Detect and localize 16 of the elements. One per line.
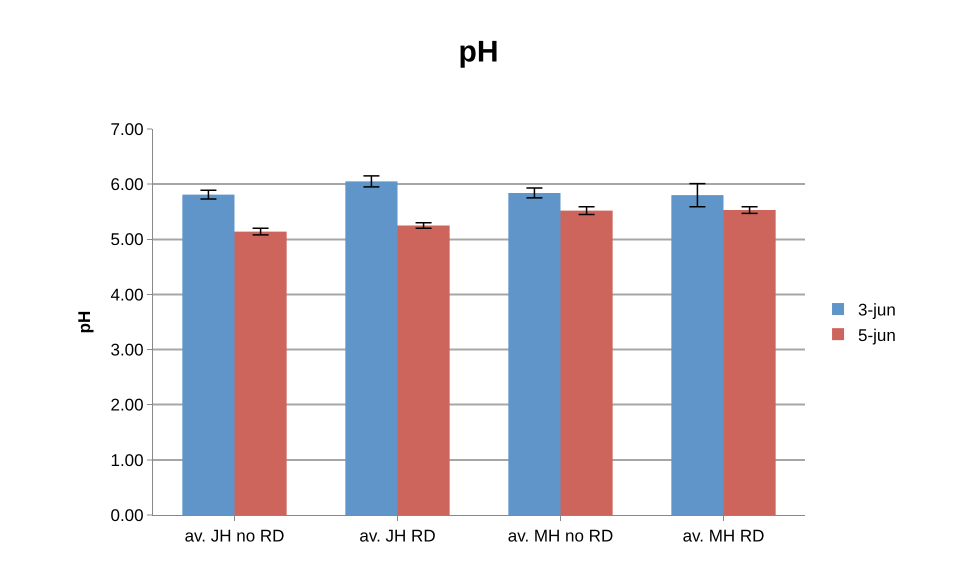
chart-title: pH: [458, 35, 498, 68]
legend-label: 3-jun: [858, 300, 896, 320]
y-tick-label: 7.00: [110, 120, 144, 139]
y-tick-label: 1.00: [110, 450, 144, 470]
y-tick-label: 4.00: [110, 285, 144, 304]
x-tick-label: av. MH RD: [682, 526, 764, 546]
x-tick-label: av. MH no RD: [508, 526, 614, 546]
y-tick-label: 0.00: [110, 506, 144, 525]
x-tick-label: av. JH no RD: [184, 526, 284, 546]
y-tick-label: 5.00: [110, 230, 144, 250]
legend-label: 5-jun: [858, 326, 896, 345]
y-tick-label: 6.00: [110, 175, 144, 194]
x-tick-label: av. JH RD: [359, 526, 436, 546]
y-tick-label: 3.00: [110, 340, 144, 360]
y-tick-label: 2.00: [110, 396, 144, 415]
y-axis-title: pH: [75, 310, 94, 334]
